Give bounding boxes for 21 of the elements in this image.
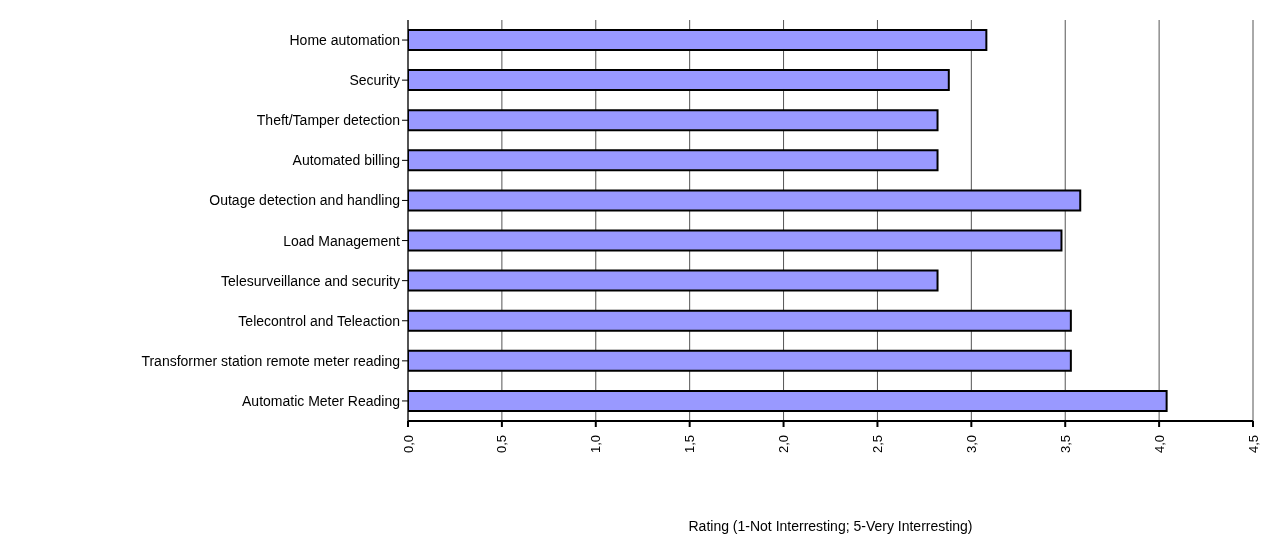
x-tick-label: 2,5: [869, 435, 885, 454]
x-tick-label: 1,5: [682, 435, 698, 454]
y-tick-label: Theft/Tamper detection: [256, 112, 400, 129]
y-tick-label: Telesurveillance and security: [221, 272, 400, 289]
y-tick-label: Transformer station remote meter reading: [141, 352, 400, 369]
x-tick-label: 1,0: [588, 435, 604, 454]
y-tick-label: Outage detection and handling: [209, 192, 400, 209]
y-tick-label: Security: [349, 72, 400, 89]
x-axis-title: Rating (1-Not Interresting; 5-Very Interresting): [688, 518, 973, 534]
x-tick-label: 4,0: [1151, 435, 1167, 454]
x-tick-label: 0,5: [494, 435, 510, 454]
y-tick-label: Automated billing: [292, 152, 400, 169]
x-tick-label: 3,5: [1057, 435, 1073, 454]
x-tick-label: 2,0: [776, 435, 792, 454]
y-tick-label: Home automation: [289, 32, 400, 49]
y-tick-label: Automatic Meter Reading: [242, 392, 400, 409]
x-tick-label: 0,0: [400, 435, 416, 454]
x-tick-label: 3,0: [963, 435, 979, 454]
y-tick-label: Telecontrol and Teleaction: [238, 312, 400, 329]
y-tick-label: Load Management: [283, 232, 401, 249]
x-tick-label: 4,5: [1245, 435, 1261, 454]
